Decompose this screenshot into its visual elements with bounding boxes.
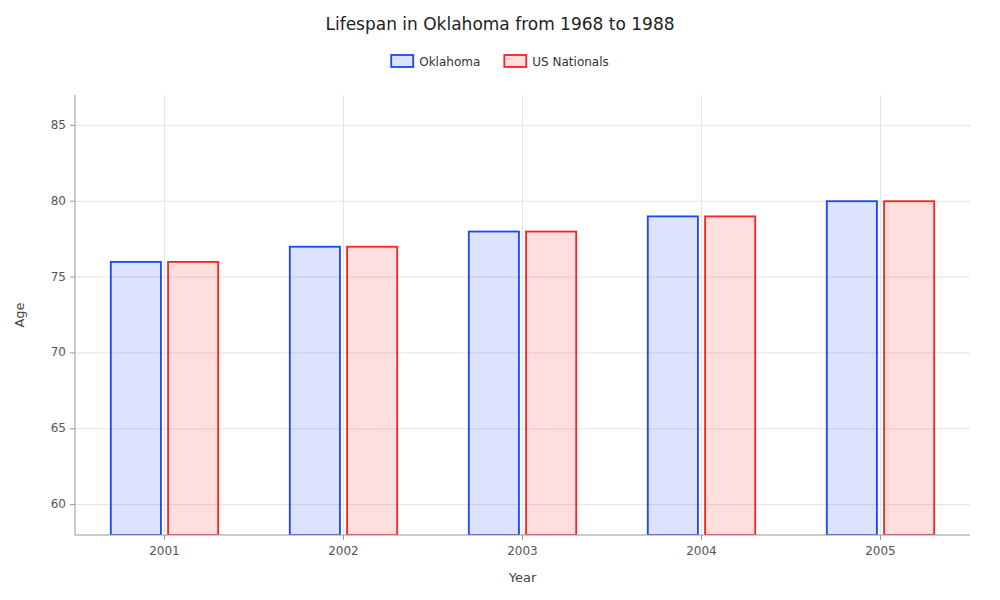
legend: Oklahoma US Nationals (391, 55, 609, 69)
x-tick-label: 2002 (328, 544, 359, 558)
y-tick (70, 428, 75, 429)
x-tick (164, 535, 165, 540)
x-axis-label: Year (508, 570, 537, 585)
y-tick-label: 70 (51, 345, 66, 359)
bar (827, 201, 877, 535)
x-tick-label: 2001 (149, 544, 180, 558)
chart: 60 65 70 75 80 85 2001 2002 2003 2004 2005 Year Age L… (0, 0, 1000, 600)
y-tick-label: 75 (51, 270, 66, 284)
x-tick (522, 535, 523, 540)
y-tick (70, 504, 75, 505)
legend-label: Oklahoma (419, 55, 480, 69)
bars (111, 201, 934, 535)
grid (75, 95, 970, 535)
x-tick-label: 2004 (686, 544, 717, 558)
legend-swatch (504, 55, 526, 67)
y-tick-label: 60 (51, 497, 66, 511)
y-tick-label: 80 (51, 194, 66, 208)
x-tick-label: 2005 (865, 544, 896, 558)
y-axis-label: Age (12, 302, 27, 327)
y-tick-label: 85 (51, 118, 66, 132)
y-tick (70, 201, 75, 202)
bar (111, 262, 161, 535)
x-grid-line (343, 95, 344, 535)
legend-item: US Nationals (504, 55, 608, 69)
bar (469, 232, 519, 535)
y-tick (70, 277, 75, 278)
bar (526, 232, 576, 535)
x-grid-line (522, 95, 523, 535)
chart-container: 60 65 70 75 80 85 2001 2002 2003 2004 2005 Year Age L… (0, 0, 1000, 600)
title: Lifespan in Oklahoma from 1968 to 1988 (325, 14, 674, 34)
y-tick (70, 125, 75, 126)
x-tick (880, 535, 881, 540)
bar (290, 247, 340, 535)
legend-label: US Nationals (532, 55, 608, 69)
y-tick (70, 352, 75, 353)
x-grid-line (701, 95, 702, 535)
bar (168, 262, 218, 535)
x-grid-line (164, 95, 165, 535)
x-tick (701, 535, 702, 540)
legend-swatch (391, 55, 413, 67)
bar (347, 247, 397, 535)
legend-item: Oklahoma (391, 55, 480, 69)
bar (705, 216, 755, 535)
bar (648, 216, 698, 535)
y-tick-label: 65 (51, 421, 66, 435)
x-tick-label: 2003 (507, 544, 538, 558)
bar (884, 201, 934, 535)
x-grid-line (880, 95, 881, 535)
y-axis-line (75, 95, 76, 535)
x-tick (343, 535, 344, 540)
